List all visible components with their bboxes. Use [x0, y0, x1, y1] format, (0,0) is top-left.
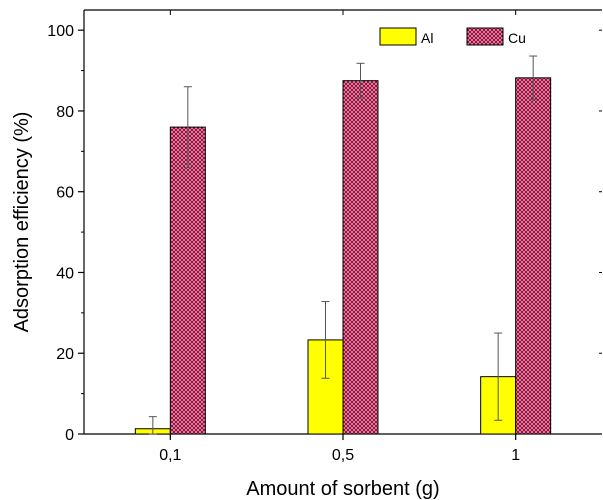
y-tick-label: 20 [56, 346, 74, 363]
x-tick-label: 0,1 [159, 447, 181, 464]
bar-cu [342, 80, 379, 435]
y-axis-label: Adsorption efficiency (%) [11, 112, 33, 333]
y-tick-label: 0 [65, 427, 74, 444]
bar-cu [169, 126, 206, 435]
x-tick-label: 0,5 [332, 447, 354, 464]
x-tick-label: 1 [511, 447, 520, 464]
legend-swatch-al [379, 27, 417, 46]
legend-label: Cu [508, 30, 526, 46]
y-tick-label: 60 [56, 185, 74, 202]
x-axis-label: Amount of sorbent (g) [246, 478, 439, 500]
y-tick-label: 80 [56, 104, 74, 121]
bar-cu [515, 77, 552, 435]
y-tick-label: 100 [47, 23, 74, 40]
legend-swatch-cu [466, 27, 504, 46]
y-tick-label: 40 [56, 265, 74, 282]
legend-label: Al [421, 30, 433, 46]
